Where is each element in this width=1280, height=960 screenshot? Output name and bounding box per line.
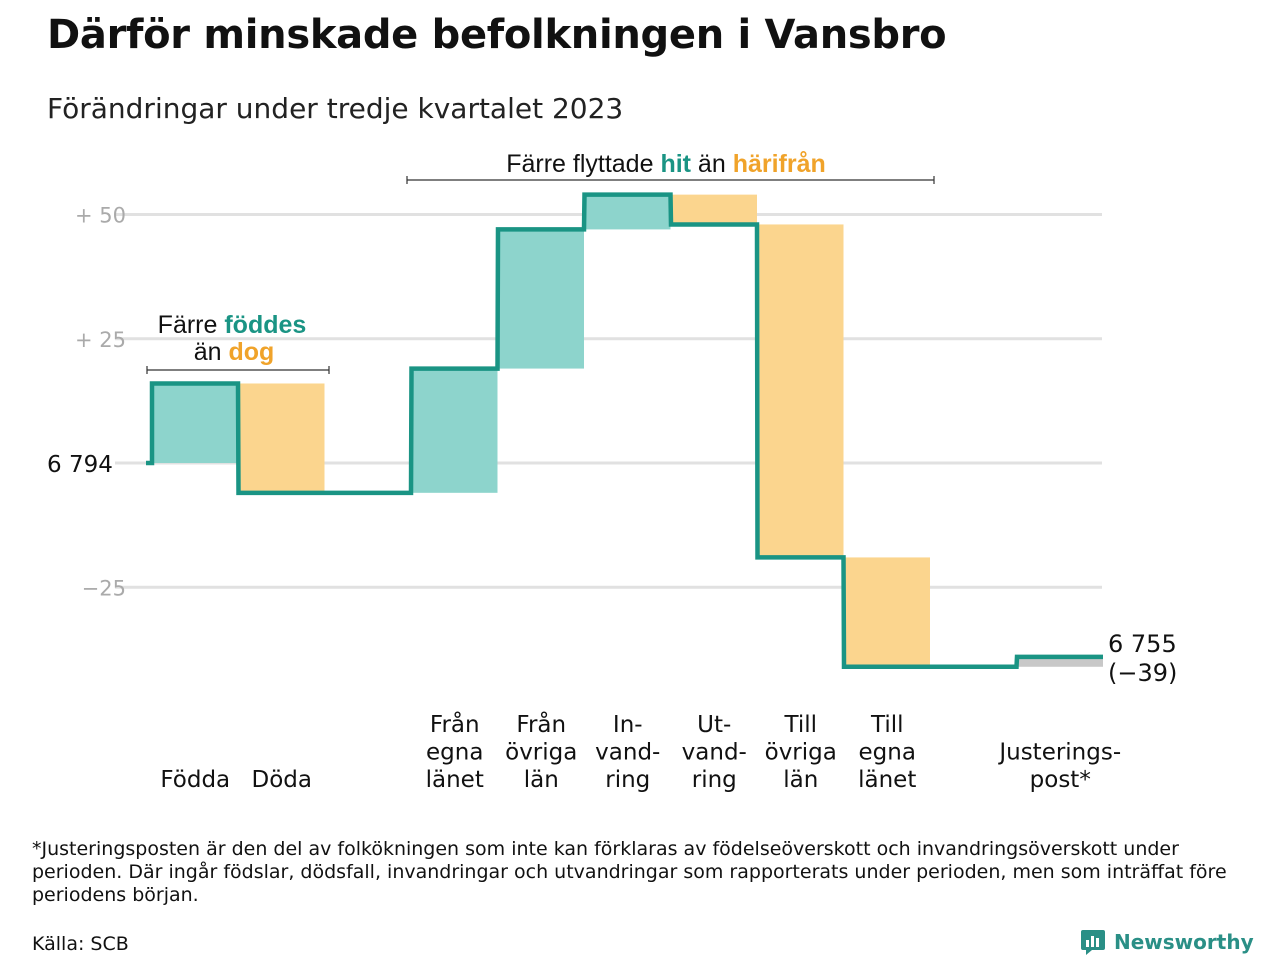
category-label: län [783,767,818,793]
waterfall-bar [238,383,325,493]
y-tick-label: + 25 [75,328,126,352]
footnote: *Justeringsposten är den del av folkökni… [32,838,1227,906]
source-label: Källa: SCB [32,933,129,955]
newsworthy-logo-icon [1081,930,1105,955]
category-label: post* [1030,767,1091,793]
category-label: Justerings- [997,740,1121,766]
category-label: Ut- [697,712,731,738]
chart-subtitle: Förändringar under tredje kvartalet 2023 [47,92,624,125]
category-label: Döda [252,767,312,793]
newsworthy-logo[interactable]: Newsworthy [1080,928,1254,956]
category-label: övriga [765,740,837,766]
category-label: Från [516,710,566,738]
category-label: länet [426,767,484,793]
waterfall-bar [1017,656,1103,667]
brand-name: Newsworthy [1114,930,1254,954]
end-change-label: (−39) [1108,659,1177,687]
category-label: ring [692,767,737,793]
category-label: vand- [682,740,747,766]
category-label: vand- [595,740,660,766]
y-tick-label: + 50 [75,204,126,228]
category-label: länet [858,767,916,793]
category-label: ring [605,767,650,793]
waterfall-bar [498,229,584,369]
waterfall-bar [671,194,757,225]
category-label: län [524,767,559,793]
waterfall-bar [411,368,498,493]
migration-annotation: Färre flyttade hit än härifrån [506,150,826,178]
cumulative-step-line [146,192,1103,670]
y-tick-label: −25 [82,576,126,600]
end-value-label: 6 755 [1108,630,1177,658]
category-label: egna [426,740,483,766]
category-label: Till [870,712,904,738]
category-label: övriga [505,740,577,766]
chart-title: Därför minskade befolkningen i Vansbro [47,12,947,58]
waterfall-bar [152,383,238,463]
category-label: Födda [160,767,230,793]
waterfall-bar [757,224,844,558]
category-label: In- [613,712,643,738]
category-label: egna [859,740,916,766]
start-value-label: 6 794 [47,452,113,478]
category-label: Från [430,710,480,738]
births-annotation-line1: Färre föddes [158,311,307,339]
waterfall-bar [584,194,671,230]
waterfall-bar [844,557,930,667]
category-label: Till [783,712,817,738]
births-annotation-line2: än dog [194,338,275,366]
